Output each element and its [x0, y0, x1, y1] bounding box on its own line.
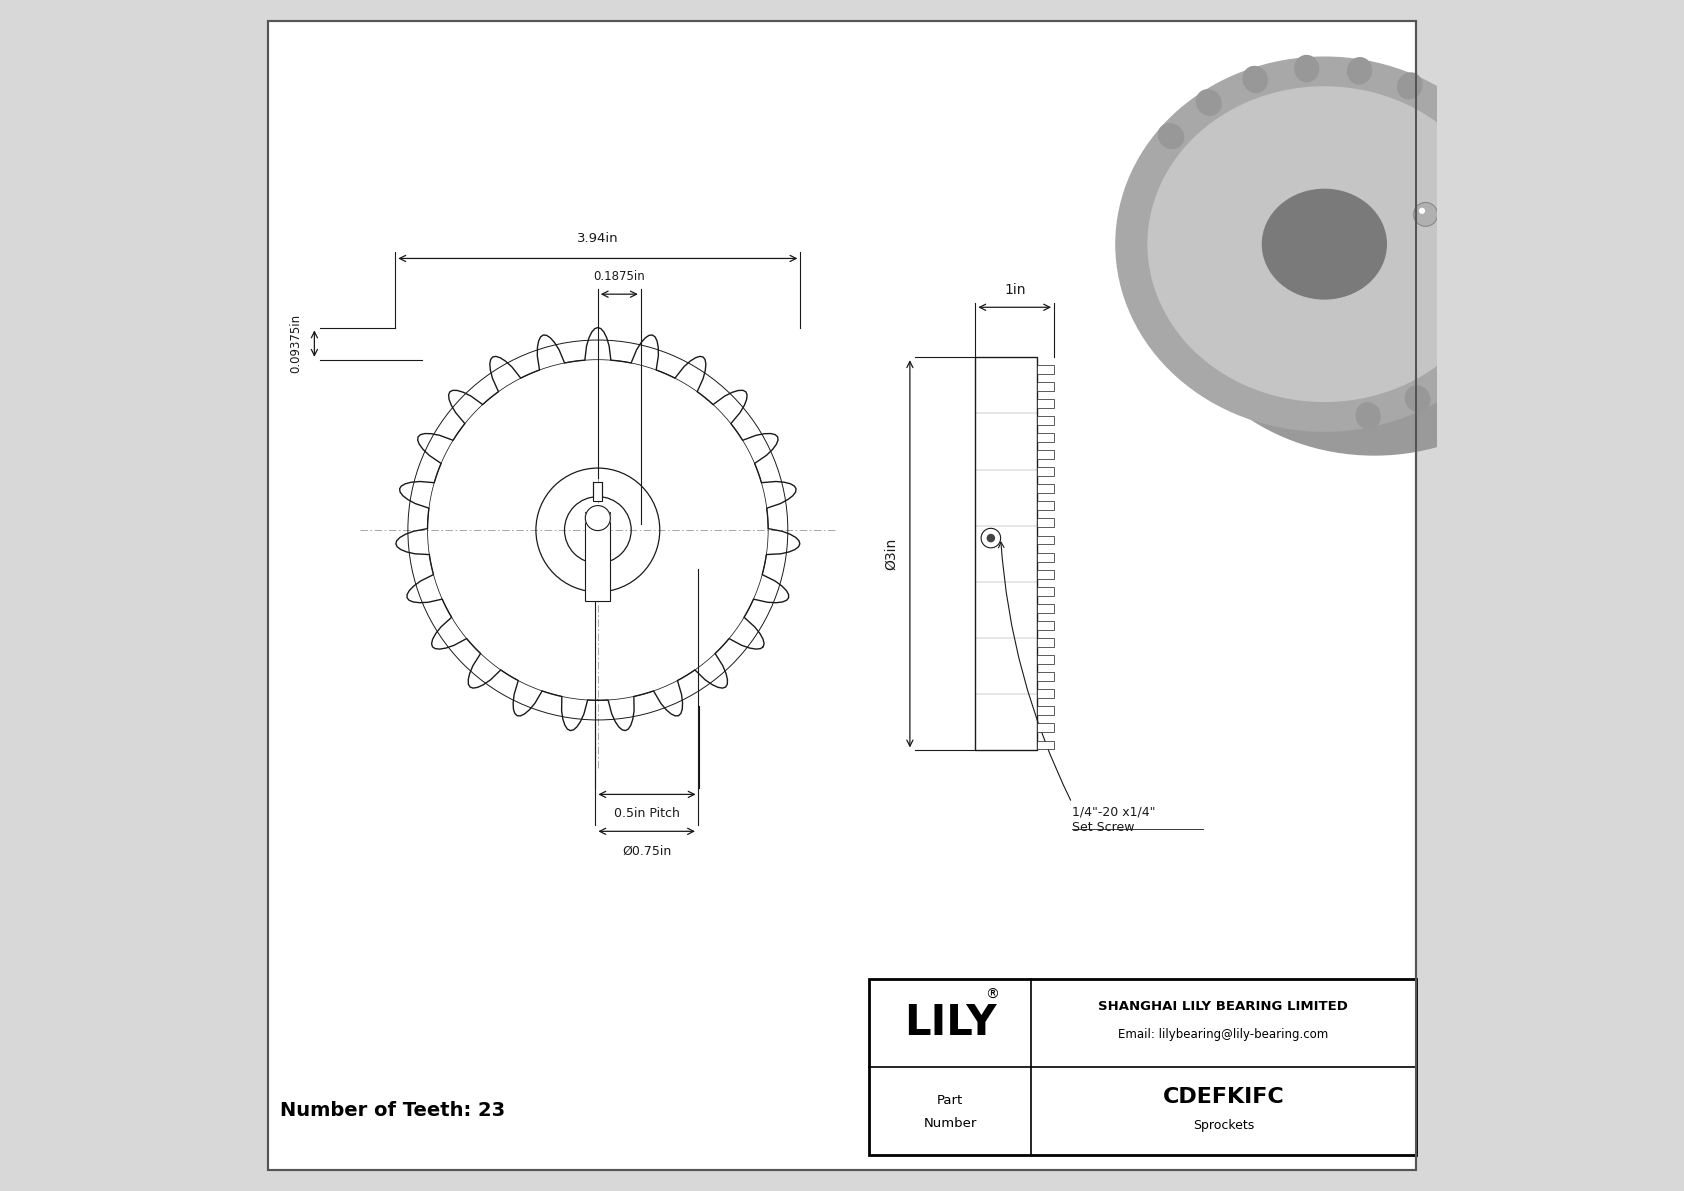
Text: 0.1875in: 0.1875in: [593, 270, 645, 283]
Bar: [1037, 364, 1054, 374]
Ellipse shape: [1499, 276, 1526, 300]
Ellipse shape: [1243, 67, 1268, 93]
Ellipse shape: [1196, 89, 1221, 116]
Bar: [1037, 553, 1054, 561]
Text: 1/4"-20 x1/4"
Set Screw: 1/4"-20 x1/4" Set Screw: [1071, 805, 1155, 834]
Text: SHANGHAI LILY BEARING LIMITED: SHANGHAI LILY BEARING LIMITED: [1098, 1000, 1349, 1012]
Bar: [1037, 536, 1054, 544]
Bar: [1037, 621, 1054, 630]
Text: 3.94in: 3.94in: [578, 232, 618, 245]
Circle shape: [987, 535, 995, 542]
Ellipse shape: [1116, 57, 1532, 431]
Circle shape: [1420, 208, 1425, 213]
Bar: [975, 357, 1037, 750]
Text: 0.5in Pitch: 0.5in Pitch: [615, 807, 680, 821]
Text: Part: Part: [936, 1095, 963, 1106]
Bar: [1037, 690, 1054, 698]
Ellipse shape: [1442, 100, 1467, 125]
Bar: [1037, 672, 1054, 681]
Bar: [1037, 604, 1054, 613]
Text: LILY: LILY: [904, 1002, 997, 1045]
Bar: [593, 482, 603, 501]
Text: CDEFKIFC: CDEFKIFC: [1162, 1087, 1285, 1106]
Ellipse shape: [1475, 137, 1500, 162]
Text: Sprockets: Sprockets: [1192, 1120, 1255, 1131]
Bar: [1037, 706, 1054, 716]
Bar: [1037, 638, 1054, 647]
Ellipse shape: [1448, 357, 1472, 382]
Bar: [1037, 587, 1054, 596]
Bar: [1037, 655, 1054, 665]
Text: Ø3in: Ø3in: [884, 537, 898, 570]
Circle shape: [1413, 202, 1438, 226]
Ellipse shape: [1159, 124, 1184, 149]
Ellipse shape: [1497, 181, 1522, 205]
Text: Number: Number: [923, 1117, 977, 1129]
Text: ®: ®: [985, 987, 999, 1002]
Circle shape: [586, 505, 610, 530]
Ellipse shape: [1263, 189, 1386, 299]
Text: Number of Teeth: 23: Number of Teeth: 23: [280, 1100, 505, 1120]
Text: 1in: 1in: [1004, 282, 1026, 297]
Ellipse shape: [1148, 87, 1500, 401]
Text: Email: lilybearing@lily-bearing.com: Email: lilybearing@lily-bearing.com: [1118, 1029, 1329, 1041]
Ellipse shape: [1505, 229, 1531, 252]
Bar: [1037, 485, 1054, 493]
Bar: [1037, 467, 1054, 476]
Ellipse shape: [1406, 386, 1430, 412]
Ellipse shape: [1356, 403, 1381, 429]
Ellipse shape: [1295, 56, 1319, 82]
Bar: [1037, 569, 1054, 579]
Bar: [1037, 501, 1054, 510]
Bar: [1037, 382, 1054, 391]
Ellipse shape: [1165, 86, 1583, 455]
Ellipse shape: [1231, 143, 1517, 398]
Bar: [1037, 741, 1054, 749]
Ellipse shape: [1347, 57, 1371, 83]
Bar: [1037, 518, 1054, 528]
Bar: [1037, 416, 1054, 425]
Ellipse shape: [1398, 73, 1421, 99]
Bar: [1037, 723, 1054, 732]
Bar: [586, 512, 610, 601]
Text: 0.09375in: 0.09375in: [290, 314, 303, 373]
Text: Ø0.75in: Ø0.75in: [621, 844, 672, 858]
Bar: [1037, 399, 1054, 407]
Ellipse shape: [1480, 320, 1505, 344]
Bar: [1037, 434, 1054, 442]
Bar: [869, 979, 1416, 1155]
Bar: [1037, 450, 1054, 459]
